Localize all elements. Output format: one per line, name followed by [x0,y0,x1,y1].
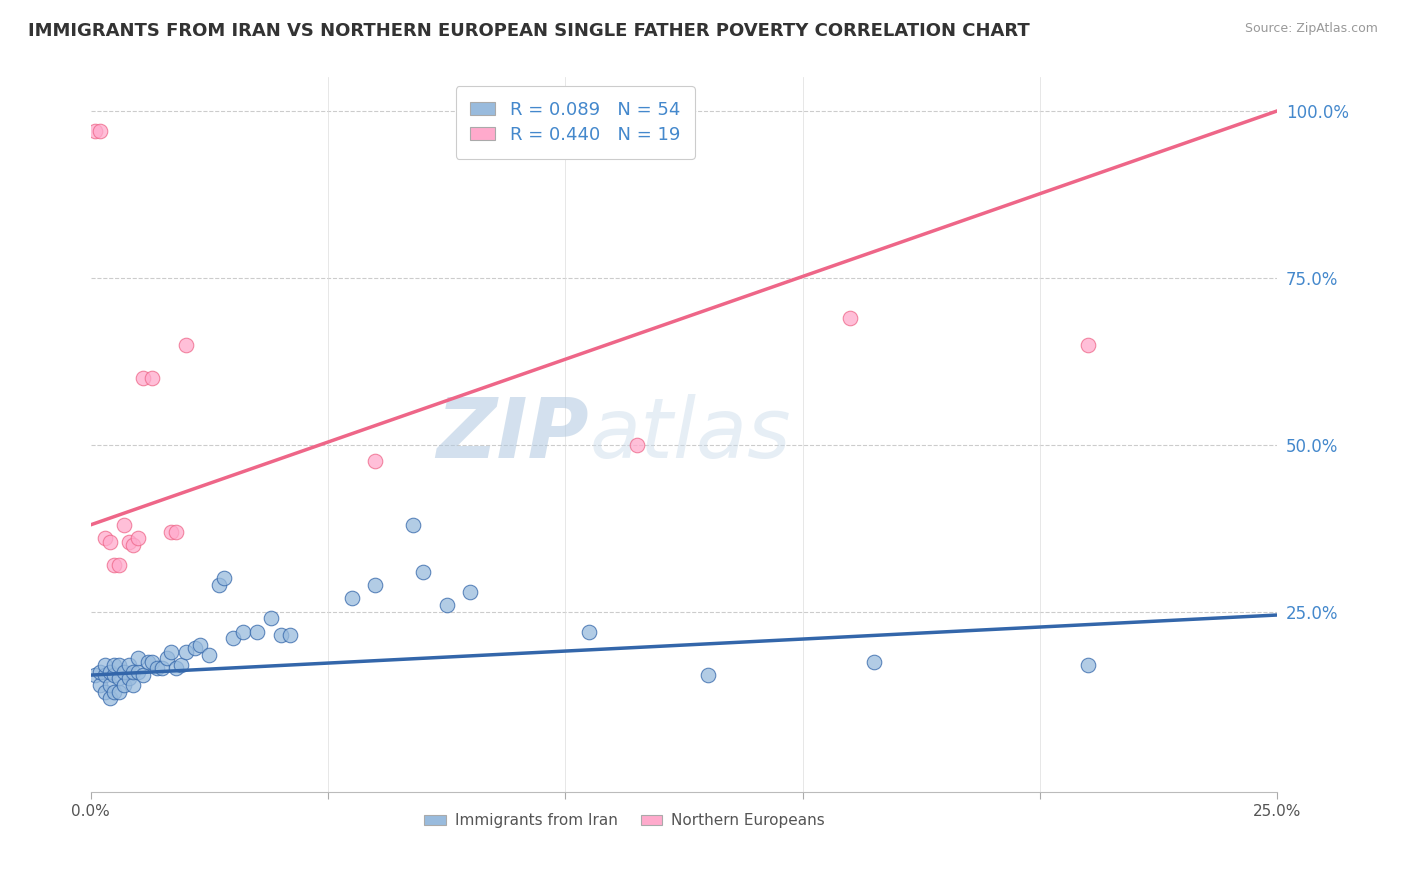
Point [436,598,458,612]
Point [150,661,173,675]
Text: atlas: atlas [589,394,790,475]
Point [132,371,155,385]
Point [174,337,197,351]
Point [165,661,187,675]
Point [122,665,145,679]
Point [198,648,221,662]
Text: ZIP: ZIP [436,394,589,475]
Point [460,584,482,599]
Point [117,534,139,549]
Point [84,124,107,138]
Point [108,685,131,699]
Point [260,611,283,625]
Point [696,668,718,682]
Point [146,661,169,675]
Point [412,565,434,579]
Point [117,672,139,686]
Point [117,658,139,673]
Point [141,371,163,385]
Point [98,534,121,549]
Point [103,685,125,699]
Point [208,578,231,592]
Point [212,571,235,585]
Point [127,665,149,679]
Point [364,578,387,592]
Point [270,628,292,642]
Point [184,641,207,656]
Point [94,685,117,699]
Point [84,668,107,682]
Point [1077,337,1099,351]
Point [112,665,135,679]
Point [626,438,648,452]
Point [98,665,121,679]
Text: Source: ZipAtlas.com: Source: ZipAtlas.com [1244,22,1378,36]
Point [165,524,187,539]
Point [112,678,135,692]
Text: IMMIGRANTS FROM IRAN VS NORTHERN EUROPEAN SINGLE FATHER POVERTY CORRELATION CHAR: IMMIGRANTS FROM IRAN VS NORTHERN EUROPEA… [28,22,1029,40]
Point [94,531,117,545]
Point [127,531,149,545]
Point [89,665,111,679]
Point [103,668,125,682]
Point [108,558,131,572]
Point [112,517,135,532]
Point [160,645,183,659]
Point [160,524,183,539]
Point [122,538,145,552]
Point [127,651,149,665]
Point [122,678,145,692]
Point [89,124,111,138]
Point [108,672,131,686]
Point [578,624,600,639]
Point [364,454,387,468]
Point [174,645,197,659]
Point [136,655,159,669]
Point [1077,658,1099,673]
Point [863,655,886,669]
Point [98,691,121,706]
Point [246,624,269,639]
Point [103,558,125,572]
Point [94,658,117,673]
Point [278,628,301,642]
Point [155,651,177,665]
Point [340,591,363,606]
Point [222,632,245,646]
Point [89,678,111,692]
Point [141,655,163,669]
Legend: Immigrants from Iran, Northern Europeans: Immigrants from Iran, Northern Europeans [418,807,831,834]
Point [231,624,253,639]
Point [98,678,121,692]
Point [108,658,131,673]
Point [103,658,125,673]
Point [170,658,193,673]
Point [402,517,425,532]
Point [188,638,211,652]
Point [839,310,862,325]
Point [132,668,155,682]
Point [94,668,117,682]
